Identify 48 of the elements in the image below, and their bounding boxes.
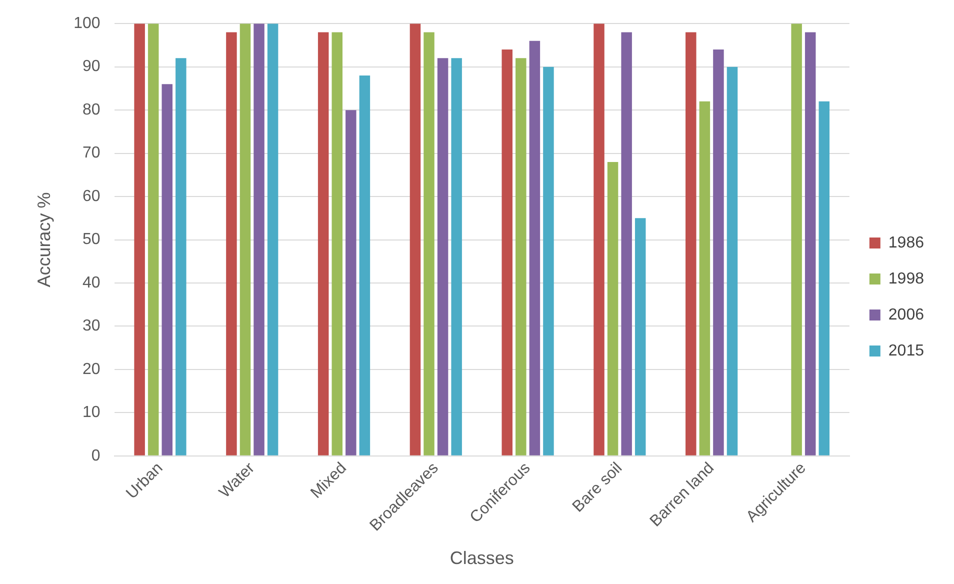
y-tick-label: 90	[82, 58, 100, 76]
bar	[437, 58, 448, 456]
bar	[804, 32, 816, 456]
y-tick-label: 40	[82, 274, 100, 292]
bar	[424, 32, 434, 456]
y-tick-label: 100	[74, 15, 100, 32]
y-tick-label: 20	[82, 360, 100, 378]
y-axis-title: Accuracy %	[34, 192, 54, 288]
bar	[713, 50, 724, 456]
y-tick-label: 0	[91, 447, 100, 464]
y-tick-label: 60	[82, 188, 100, 205]
bar	[634, 218, 646, 456]
bar	[267, 24, 278, 456]
legend-label: 2006	[888, 306, 924, 324]
bar	[254, 24, 264, 456]
legend-label: 2015	[888, 342, 924, 360]
legend-label: 1998	[888, 270, 924, 288]
y-tick-label: 80	[82, 101, 100, 118]
bar	[502, 50, 512, 456]
bar	[359, 75, 370, 456]
bar	[607, 162, 618, 456]
bar	[699, 101, 710, 456]
y-tick-label: 70	[82, 144, 100, 162]
y-tick-label: 10	[82, 404, 100, 422]
bar	[176, 58, 186, 456]
bar	[148, 24, 159, 456]
bar	[410, 24, 421, 456]
bar	[516, 58, 526, 456]
bar	[226, 32, 237, 456]
bar	[332, 32, 342, 456]
bar	[621, 32, 632, 456]
bar	[240, 24, 251, 456]
bar	[543, 66, 554, 456]
y-tick-label: 30	[82, 318, 100, 335]
x-axis-title: Classes	[450, 548, 514, 568]
bar	[451, 58, 462, 456]
bar	[162, 84, 173, 456]
bar	[134, 24, 145, 456]
bar	[791, 24, 802, 456]
bar	[346, 110, 356, 456]
bar	[686, 32, 696, 456]
bar	[318, 32, 329, 456]
bar	[818, 101, 830, 456]
legend-label: 1986	[888, 234, 924, 252]
bar	[726, 66, 738, 456]
y-tick-label: 50	[82, 231, 100, 248]
bar	[594, 24, 604, 456]
bar	[529, 40, 540, 456]
